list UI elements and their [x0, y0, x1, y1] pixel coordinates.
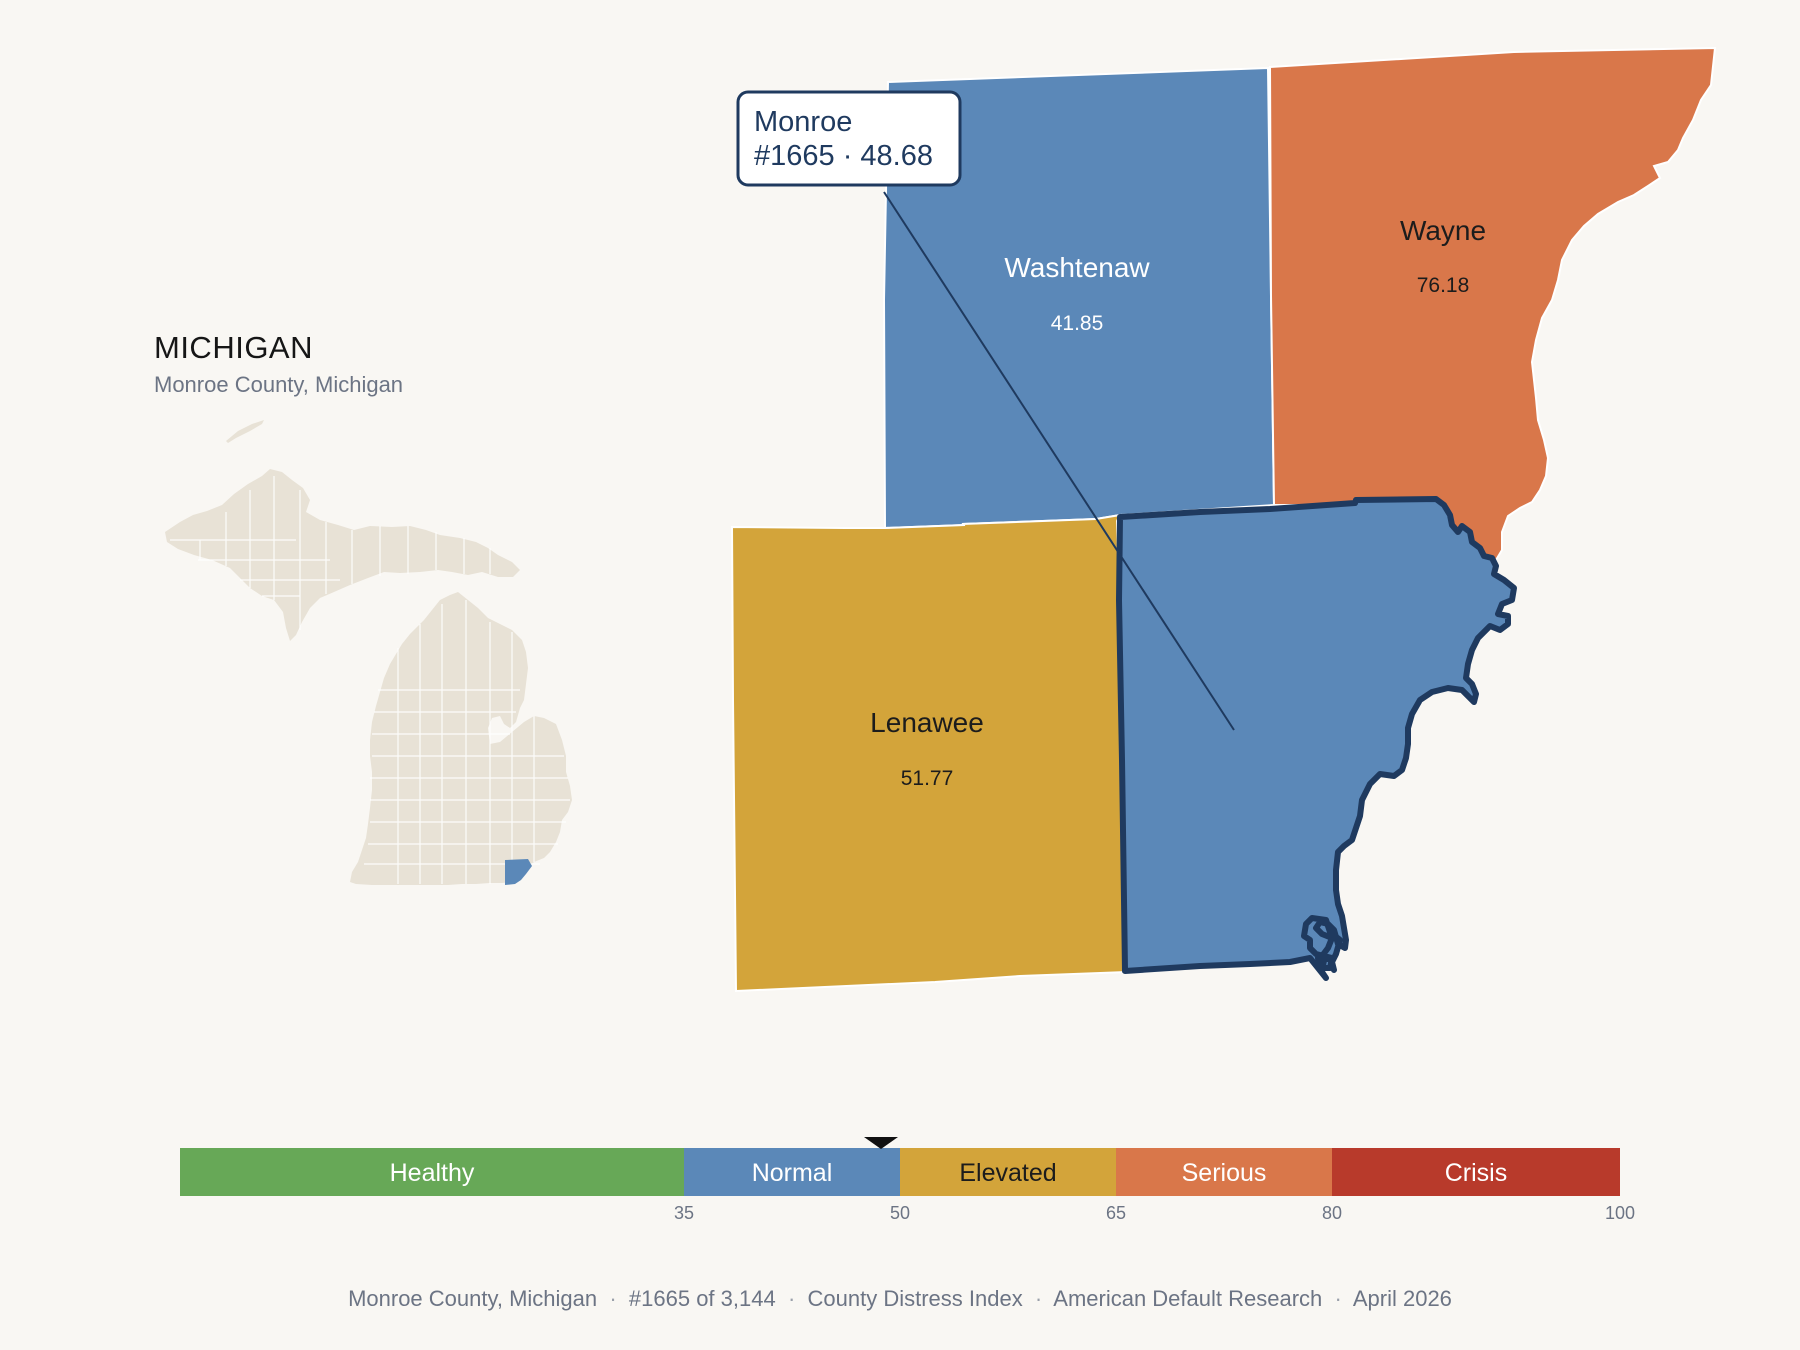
wayne-value: 76.18 [1417, 274, 1470, 297]
wayne-label: Wayne [1400, 215, 1486, 246]
scale-band-healthy [180, 1148, 684, 1196]
county-map: Washtenaw 41.85 Wayne 76.18 Lenawee 51.7… [730, 46, 1717, 993]
distress-scale-bar: Healthy Normal Elevated Serious Crisis 35 50 65… [180, 1137, 1635, 1223]
footer-rank: #1665 of 3,144 [628, 1286, 776, 1311]
scale-tick-label: 50 [890, 1203, 910, 1223]
washtenaw-label: Washtenaw [1004, 252, 1150, 283]
upper-peninsula-shape [165, 469, 520, 641]
county-wayne[interactable] [1268, 46, 1717, 564]
footer-source: American Default Research [1053, 1286, 1323, 1311]
scale-marker-triangle [863, 1137, 898, 1149]
lower-peninsula-shape [350, 592, 572, 885]
michigan-inset-map [165, 420, 572, 885]
scale-tick-label: 65 [1106, 1203, 1126, 1223]
scale-band-label-serious: Serious [1182, 1159, 1267, 1187]
county-lenawee[interactable] [730, 513, 1129, 993]
scale-tick-label: 80 [1322, 1203, 1342, 1223]
county-monroe[interactable] [1116, 496, 1517, 981]
state-title: MICHIGAN [154, 330, 313, 365]
scale-band-label-crisis: Crisis [1445, 1159, 1508, 1187]
callout-rank-value: #1665 · 48.68 [754, 140, 933, 172]
lenawee-label: Lenawee [870, 707, 984, 738]
callout-county-name: Monroe [754, 106, 852, 138]
callout-leader-line [883, 191, 1235, 731]
scale-band-serious [1116, 1148, 1332, 1196]
scale-band-elevated [900, 1148, 1116, 1196]
scale-band-normal [684, 1148, 900, 1196]
callout-box: Monroe #1665 · 48.68 [736, 90, 962, 187]
lenawee-value: 51.77 [901, 767, 954, 790]
washtenaw-value: 41.85 [1051, 312, 1104, 335]
scale-band-label-elevated: Elevated [959, 1159, 1056, 1187]
inset-monroe-highlight [505, 859, 532, 885]
scale-tick-label: 35 [674, 1203, 694, 1223]
scale-band-label-normal: Normal [752, 1159, 833, 1187]
isle-royale-shape [226, 420, 264, 443]
footer-date: April 2026 [1352, 1286, 1452, 1311]
footer-index-name: County Distress Index [807, 1286, 1023, 1311]
county-grid [170, 476, 570, 884]
scale-band-crisis [1332, 1148, 1620, 1196]
scale-band-label-healthy: Healthy [390, 1159, 475, 1187]
scale-tick-label: 100 [1605, 1203, 1635, 1223]
footer-county: Monroe County, Michigan [348, 1286, 598, 1311]
footer: Monroe County, Michigan · #1665 of 3,144… [348, 1286, 1452, 1311]
state-subtitle: Monroe County, Michigan [154, 372, 404, 397]
